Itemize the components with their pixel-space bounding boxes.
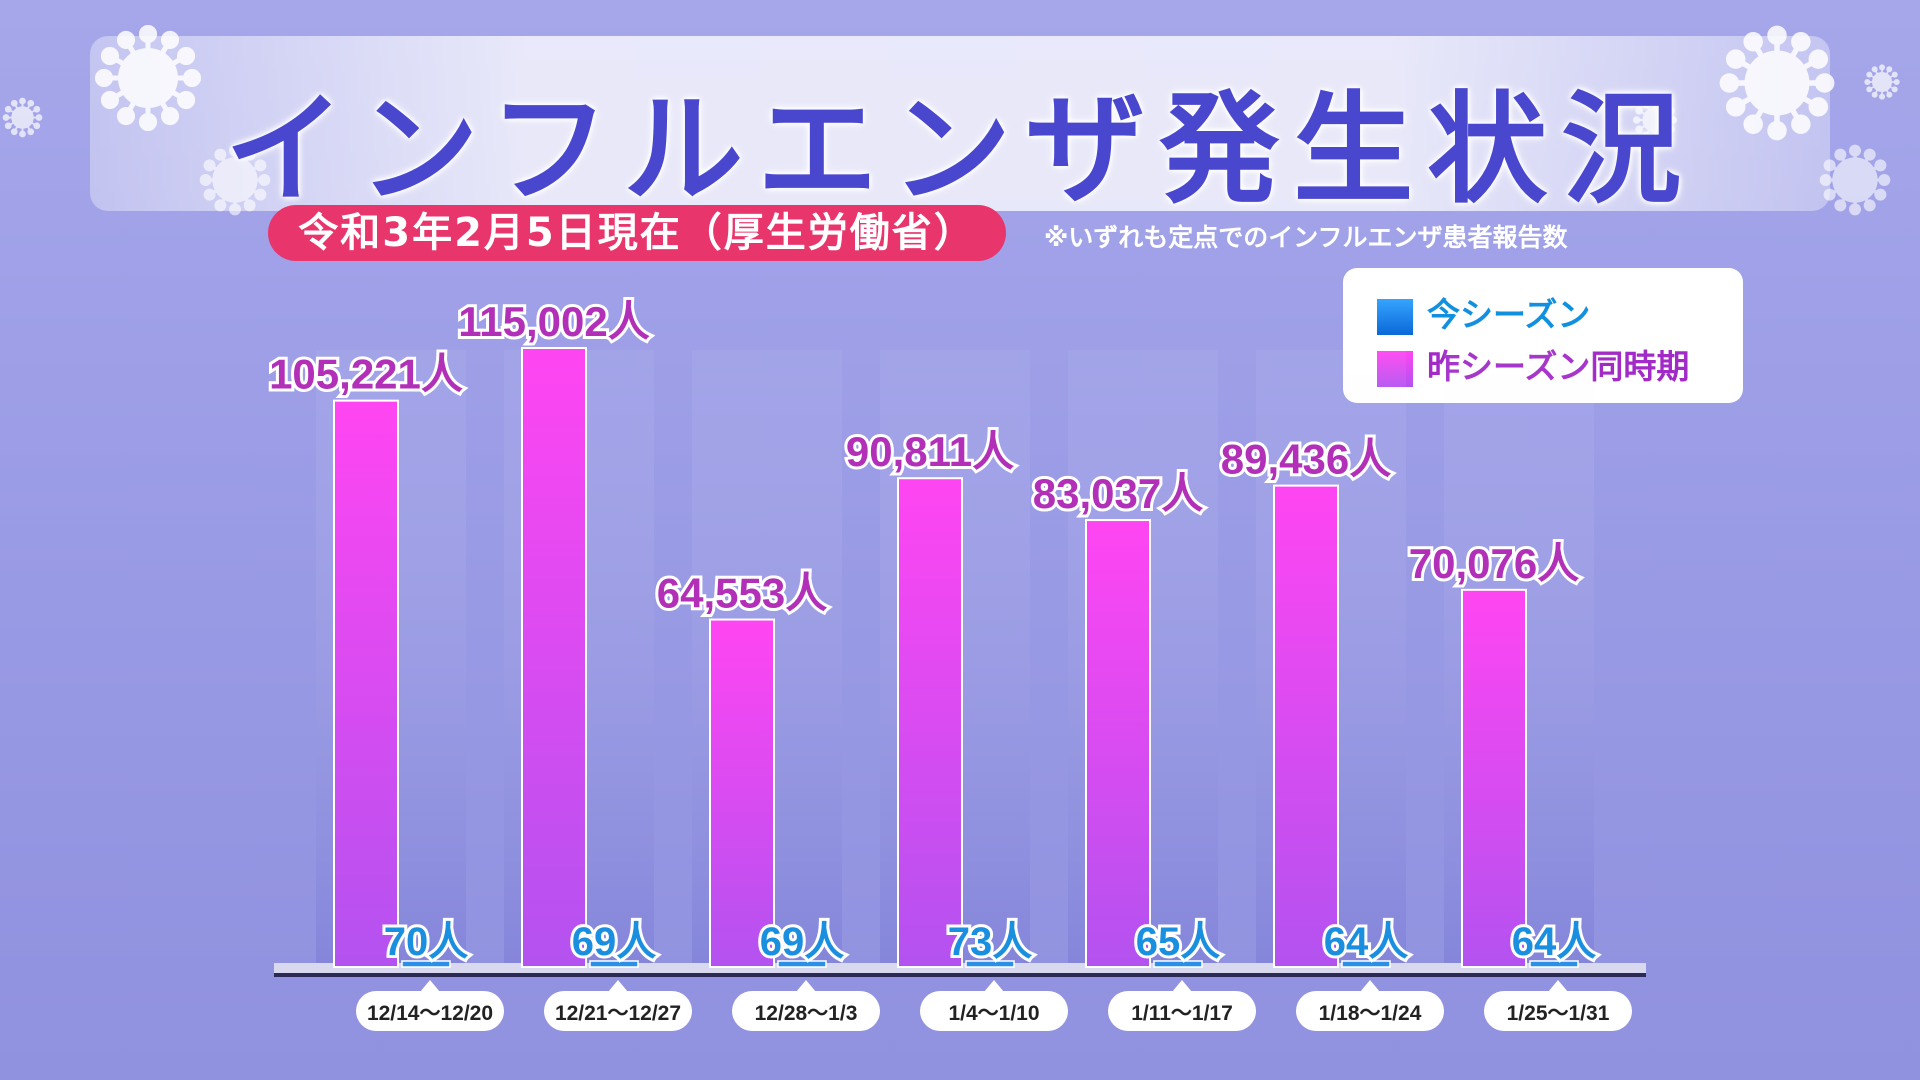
bar-current [1341, 960, 1391, 968]
bar-previous [333, 399, 399, 969]
category-label: 12/14～12/20 [367, 1002, 493, 1025]
category-pill [1108, 991, 1256, 1031]
category-pill [544, 991, 692, 1031]
chart-baseline-edge [274, 973, 1646, 977]
category-pointer [608, 980, 628, 992]
data-label-current: 69人 [760, 920, 845, 964]
category-pill [732, 991, 880, 1031]
data-label-previous: 89,436人 [1221, 436, 1391, 483]
data-label-previous: 83,037人 [1033, 470, 1203, 517]
category-label: 1/18～1/24 [1319, 1002, 1422, 1025]
data-label-current: 70人 [384, 920, 469, 964]
source-note: ※いずれも定点でのインフルエンザ患者報告数 [1044, 223, 1568, 252]
bar-current [777, 960, 827, 968]
category-pointer [1172, 980, 1192, 992]
bar-current [1529, 960, 1579, 968]
bar-previous [1085, 519, 1151, 969]
data-label-current: 64人 [1324, 920, 1409, 964]
category-pointer [1360, 980, 1380, 992]
virus-icon [1819, 144, 1891, 216]
page-title: インフルエンザ発生状況 [224, 81, 1696, 220]
virus-icon [1632, 97, 1678, 143]
category-pointer [1548, 980, 1568, 992]
category-label: 1/4～1/10 [948, 1002, 1039, 1025]
legend-swatch-current [1377, 298, 1413, 335]
data-label-current: 69人 [572, 920, 657, 964]
bar-previous [709, 618, 775, 968]
data-label-previous: 105,221人 [269, 351, 463, 398]
data-label-current: 73人 [948, 920, 1033, 964]
data-label-previous: 90,811人 [846, 428, 1014, 475]
virus-icon [1864, 64, 1900, 100]
legend-item-current: 今シーズン [1377, 288, 1590, 336]
bar-current [401, 960, 451, 968]
category-pointer [984, 980, 1004, 992]
data-label-previous: 64,553人 [657, 570, 827, 617]
category-pill [1296, 991, 1444, 1031]
legend-label-current: 今シーズン [1427, 295, 1591, 334]
virus-icon [1719, 25, 1835, 141]
bar-current [1153, 960, 1203, 968]
virus-icon [2, 97, 43, 138]
category-pill [356, 991, 504, 1031]
title-band [90, 36, 1830, 211]
category-pill [1484, 991, 1632, 1031]
bar-previous [1461, 588, 1527, 968]
data-label-current: 64人 [1512, 920, 1597, 964]
category-label: 12/28～1/3 [755, 1002, 858, 1025]
data-label-previous: 115,002人 [458, 298, 650, 345]
bar-current [965, 960, 1015, 968]
bar-previous [1273, 484, 1339, 968]
data-label-previous: 70,076人 [1409, 540, 1579, 587]
category-pointer [420, 980, 440, 992]
category-label: 1/11～1/17 [1131, 1002, 1233, 1025]
category-pointer [796, 980, 816, 992]
virus-icon [95, 25, 201, 131]
bar-current [589, 960, 639, 968]
date-badge: 令和3年2月5日現在（厚生労働省） [268, 205, 1006, 261]
category-label: 1/25～1/31 [1507, 1002, 1610, 1025]
category-pill [920, 991, 1068, 1031]
category-label: 12/21～12/27 [555, 1002, 681, 1025]
bar-previous [897, 477, 963, 968]
virus-icon [199, 144, 271, 216]
data-label-current: 65人 [1136, 920, 1221, 964]
bar-previous [521, 347, 587, 968]
